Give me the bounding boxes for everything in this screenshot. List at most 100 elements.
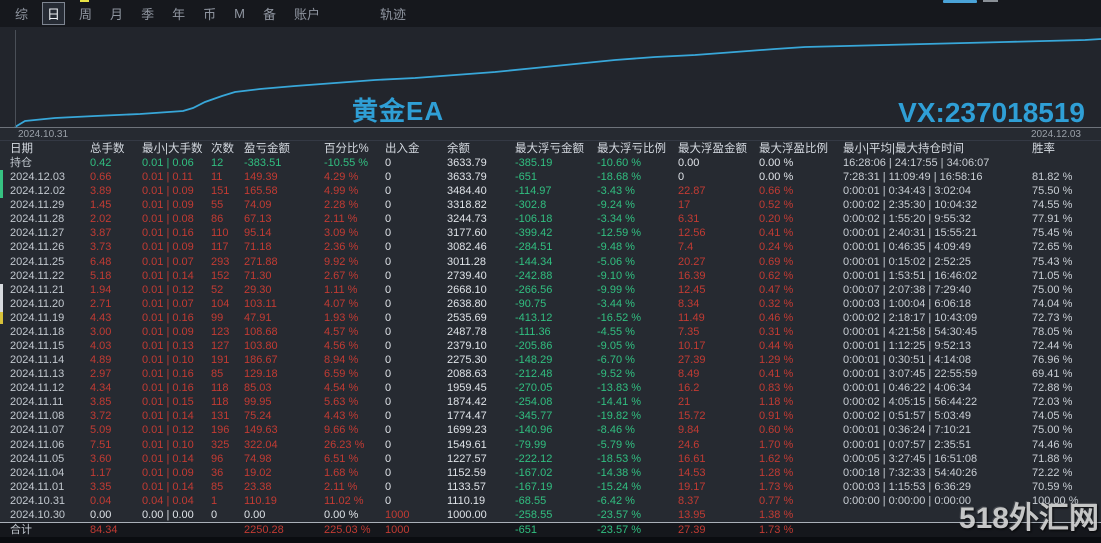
cell-win_rate: 75.00 % — [1032, 283, 1073, 296]
col-header-max_float_loss[interactable]: 最大浮亏金额 — [515, 142, 584, 155]
cell-max_float_profit_pct: 0.62 % — [759, 269, 794, 282]
cell-pnl: 271.88 — [244, 255, 278, 268]
scroll-marker-white — [0, 284, 3, 312]
cell-min_max_lots: 0.01 | 0.09 — [142, 185, 194, 198]
col-header-date[interactable]: 日期 — [10, 142, 33, 155]
cell-cash_flow: 0 — [385, 255, 392, 268]
col-header-win_rate[interactable]: 胜率 — [1032, 142, 1055, 155]
cell-cash_flow: 0 — [385, 157, 392, 169]
menu-item-日[interactable]: 日 — [42, 2, 66, 25]
cell-max_float_loss_pct: -23.57 % — [597, 523, 642, 536]
cell-date: 2024.11.07 — [10, 424, 65, 437]
cell-max_float_loss: -242.88 — [515, 269, 553, 282]
table-row[interactable]: 2024.11.12 4.34 0.01 | 0.16 118 85.03 4.54 % 0… — [0, 381, 1101, 395]
cell-balance: 1874.42 — [447, 396, 487, 409]
cell-date: 2024.11.15 — [10, 339, 65, 352]
cell-win_rate: 76.96 % — [1032, 354, 1073, 367]
col-header-cash_flow[interactable]: 出入金 — [385, 142, 420, 155]
table-row[interactable]: 2024.11.11 3.85 0.01 | 0.15 118 99.95 5.63 % 0… — [0, 395, 1101, 409]
cell-min_max_lots: 0.01 | 0.16 — [142, 311, 194, 324]
cell-balance: 1699.23 — [447, 424, 487, 437]
cell-date: 2024.11.06 — [10, 438, 65, 451]
cell-total_lots: 3.35 — [90, 480, 112, 493]
cell-pct: 0.00 % — [324, 508, 359, 521]
table-row[interactable]: 2024.11.27 3.87 0.01 | 0.16 110 95.14 3.09 % 0… — [0, 226, 1101, 240]
cell-pct: 1.93 % — [324, 311, 359, 324]
table-row[interactable]: 2024.11.01 3.35 0.01 | 0.14 85 23.38 2.11 % 0 1… — [0, 480, 1101, 494]
cell-min_max_lots: 0.00 | 0.00 — [142, 508, 194, 521]
menu-item-备[interactable]: 备 — [262, 7, 276, 22]
table-row[interactable]: 2024.11.29 1.45 0.01 | 0.09 55 74.09 2.28 % 0 3… — [0, 198, 1101, 212]
cell-pct: 2.11 % — [324, 480, 358, 493]
menu-item-M[interactable]: M — [234, 6, 245, 21]
menu-item-季[interactable]: 季 — [141, 7, 155, 22]
col-header-pnl[interactable]: 盈亏金额 — [244, 142, 290, 155]
col-header-total_lots[interactable]: 总手数 — [90, 142, 125, 155]
menu-item-币[interactable]: 币 — [203, 7, 217, 22]
table-row[interactable]: 2024.11.19 4.43 0.01 | 0.16 99 47.91 1.93 % 0 2… — [0, 311, 1101, 325]
cell-min_max_lots: 0.01 | 0.12 — [142, 424, 194, 437]
table-row[interactable]: 2024.11.25 6.48 0.01 | 0.07 293 271.88 9.92 %… — [0, 254, 1101, 268]
table-row[interactable]: 2024.11.06 7.51 0.01 | 0.10 325 322.04 26.23 … — [0, 437, 1101, 451]
cell-max_float_profit_pct: 1.18 % — [759, 396, 794, 409]
table-row[interactable]: 2024.11.07 5.09 0.01 | 0.12 196 149.63 9.66 %… — [0, 423, 1101, 437]
menu-item-账户[interactable]: 账户 — [293, 7, 320, 22]
cell-date: 2024.11.11 — [10, 396, 64, 409]
table-row[interactable]: 2024.11.04 1.17 0.01 | 0.09 36 19.02 1.68 % 0 1… — [0, 466, 1101, 480]
cell-max_float_loss_pct: -14.38 % — [597, 466, 642, 479]
col-header-balance[interactable]: 余额 — [447, 142, 470, 155]
table-row[interactable]: 2024.12.03 0.66 0.01 | 0.11 11 149.39 4.29 % 0… — [0, 170, 1101, 184]
table-row[interactable]: 2024.11.13 2.97 0.01 | 0.16 85 129.18 6.59 % 0… — [0, 367, 1101, 381]
cell-win_rate: 69.41 % — [1032, 368, 1073, 381]
col-header-max_float_profit_pct[interactable]: 最大浮盈比例 — [759, 142, 828, 155]
cell-pnl: -383.51 — [244, 157, 282, 169]
bottom-strip — [0, 537, 1101, 543]
table-row[interactable]: 2024.11.14 4.89 0.01 | 0.10 191 186.67 8.94 %… — [0, 353, 1101, 367]
cell-win_rate: 70.59 % — [1032, 480, 1073, 493]
cell-pnl: 74.09 — [244, 199, 272, 212]
table-row[interactable]: 2024.11.08 3.72 0.01 | 0.14 131 75.24 4.43 % 0… — [0, 409, 1101, 423]
cell-max_float_loss_pct: -5.06 % — [597, 255, 635, 268]
cell-pnl: 99.95 — [244, 396, 272, 409]
menu-item-周[interactable]: 周 — [79, 7, 93, 22]
cell-max_float_profit_pct: 0.24 % — [759, 241, 794, 254]
table-row[interactable]: 2024.11.26 3.73 0.01 | 0.09 117 71.18 2.36 % 0… — [0, 240, 1101, 254]
table-row[interactable]: 2024.11.05 3.60 0.01 | 0.14 96 74.98 6.51 % 0 1… — [0, 452, 1101, 466]
menu-item-综[interactable]: 综 — [15, 7, 29, 22]
col-header-max_float_profit[interactable]: 最大浮盈金额 — [678, 142, 747, 155]
cell-total_lots: 2.02 — [90, 213, 112, 226]
equity-chart-panel: 黄金EA VX:237018519 — [0, 27, 1101, 128]
table-row[interactable]: 2024.10.31 0.04 0.04 | 0.04 1 110.19 11.02 % 0… — [0, 494, 1101, 508]
cell-pnl: 47.91 — [244, 311, 272, 324]
total-row[interactable]: 合计 84.34 2250.28 225.03 % 1000 -651 -23.57 % 27… — [0, 521, 1101, 537]
cell-trades: 99 — [211, 311, 224, 324]
col-header-trades[interactable]: 次数 — [211, 142, 234, 155]
menu-item-轨迹[interactable]: 轨迹 — [379, 7, 406, 22]
table-row[interactable]: 2024.12.02 3.89 0.01 | 0.09 151 165.58 4.99 %… — [0, 184, 1101, 198]
col-header-max_float_loss_pct[interactable]: 最大浮亏比例 — [597, 142, 666, 155]
table-row[interactable]: 2024.11.28 2.02 0.01 | 0.08 86 67.13 2.11 % 0 3… — [0, 212, 1101, 226]
table-row[interactable]: 2024.10.30 0.00 0.00 | 0.00 0 0.00 0.00 % 1000… — [0, 508, 1101, 522]
cell-win_rate: 75.00 % — [1032, 424, 1073, 437]
cell-hold_time: 0:00:02 | 4:05:15 | 56:44:22 — [843, 396, 978, 409]
cell-max_float_profit: 12.45 — [678, 283, 706, 296]
table-row[interactable]: 2024.11.18 3.00 0.01 | 0.09 123 108.68 4.57 %… — [0, 325, 1101, 339]
cell-cash_flow: 0 — [385, 494, 392, 507]
cell-max_float_profit_pct: 0.60 % — [759, 424, 794, 437]
cell-date: 2024.11.12 — [10, 382, 65, 395]
cell-max_float_profit_pct: 1.62 % — [759, 452, 794, 465]
cell-balance: 1774.47 — [447, 410, 487, 423]
menu-item-月[interactable]: 月 — [110, 7, 124, 22]
table-row[interactable]: 2024.11.20 2.71 0.01 | 0.07 104 103.11 4.07 %… — [0, 297, 1101, 311]
col-header-hold_time[interactable]: 最小|平均|最大持仓时间 — [843, 142, 964, 155]
table-row[interactable]: 2024.11.15 4.03 0.01 | 0.13 127 103.80 4.56 %… — [0, 339, 1101, 353]
holding-row[interactable]: 持仓 0.42 0.01 | 0.06 12 -383.51 -10.55 % 0 3633.… — [0, 156, 1101, 170]
col-header-min_max_lots[interactable]: 最小|大手数 — [142, 142, 203, 155]
menu-item-年[interactable]: 年 — [172, 7, 186, 22]
table-row[interactable]: 2024.11.22 5.18 0.01 | 0.14 152 71.30 2.67 % 0… — [0, 269, 1101, 283]
cell-pct: -10.55 % — [324, 157, 369, 169]
cell-win_rate: 72.44 % — [1032, 339, 1073, 352]
table-row[interactable]: 2024.11.21 1.94 0.01 | 0.12 52 29.30 1.11 % 0 2… — [0, 283, 1101, 297]
col-header-pct[interactable]: 百分比% — [324, 142, 369, 155]
cell-max_float_loss: -212.48 — [515, 368, 553, 381]
